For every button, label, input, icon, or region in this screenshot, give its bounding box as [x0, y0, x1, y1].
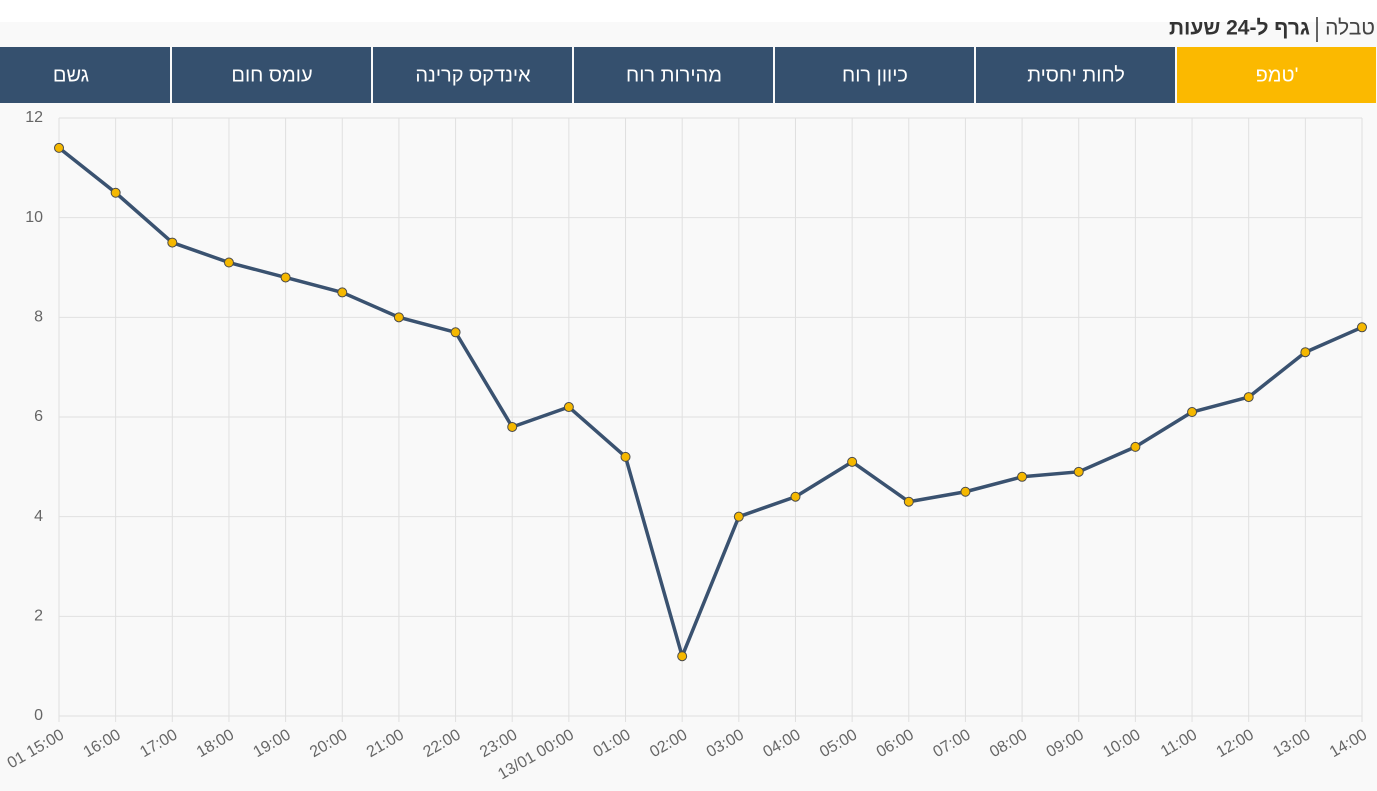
- x-tick-label: 21:00: [364, 726, 407, 761]
- data-point: [167, 237, 178, 248]
- x-tick-label: 22:00: [420, 726, 463, 761]
- data-point: [280, 272, 291, 283]
- tab-label[interactable]: מהירות רוח: [626, 64, 722, 86]
- tab[interactable]: [0, 47, 170, 103]
- x-tick-label: 01 15:00: [5, 726, 68, 772]
- data-point: [847, 456, 858, 467]
- data-point: [1130, 441, 1141, 452]
- data-point: [960, 486, 971, 497]
- data-point: [1357, 322, 1367, 333]
- x-tick-label: 14:00: [1327, 726, 1370, 761]
- tab[interactable]: [373, 47, 572, 103]
- data-point: [903, 496, 914, 507]
- data-point: [507, 421, 518, 432]
- table-link[interactable]: טבלה: [1325, 17, 1375, 40]
- tab-bar: טמפ' לחות יחסית כיוון רוח מהירות רוח אינדקס …: [0, 47, 1376, 103]
- tab[interactable]: [574, 47, 773, 103]
- x-tick-label: 10:00: [1100, 726, 1143, 761]
- x-tick-label: 17:00: [137, 726, 180, 761]
- x-tick-label: 02:00: [647, 726, 690, 761]
- x-tick-label: 11:00: [1158, 726, 1200, 760]
- data-point: [223, 257, 234, 268]
- x-tick-label: 01:00: [590, 726, 633, 761]
- top-strip: [0, 0, 1377, 22]
- x-tick-label: 09:00: [1044, 726, 1087, 761]
- data-point: [790, 491, 801, 502]
- data-point: [1017, 471, 1028, 482]
- y-tick-label: 2: [34, 608, 43, 625]
- y-tick-label: 0: [34, 707, 43, 724]
- data-point: [110, 187, 121, 198]
- tab[interactable]: [775, 47, 974, 103]
- tab-label[interactable]: גשם: [53, 64, 89, 86]
- y-tick-label: 4: [34, 508, 43, 525]
- tab-label[interactable]: עומס חום: [231, 64, 312, 86]
- x-tick-label: 08:00: [987, 726, 1030, 761]
- tab[interactable]: [172, 47, 371, 103]
- tab-label[interactable]: אינדקס קרינה: [415, 64, 531, 86]
- tab-label[interactable]: כיוון רוח: [842, 64, 908, 86]
- y-tick-label: 10: [25, 209, 43, 226]
- x-tick-label: 19:00: [251, 726, 294, 761]
- graph-link[interactable]: גרף ל-24 שעות: [1169, 17, 1310, 40]
- data-line: [57, 146, 1363, 658]
- data-point: [1300, 347, 1311, 358]
- x-tick-label: 07:00: [930, 726, 973, 761]
- x-tick-label: 18:00: [194, 726, 237, 761]
- data-point: [1243, 392, 1254, 403]
- data-point: [393, 312, 404, 323]
- y-tick-label: 6: [34, 408, 43, 425]
- tab[interactable]: [1177, 47, 1376, 103]
- x-tick-label: 05:00: [817, 726, 860, 761]
- x-tick-label: 12:00: [1214, 726, 1257, 761]
- chart: 0 2 4 6 8 10 12 01 15:00 16:00 17:00 18:00 19:00 20:…: [5, 109, 1371, 783]
- y-tick-label: 12: [25, 109, 43, 126]
- data-point: [337, 287, 348, 298]
- data-point: [677, 651, 688, 662]
- x-tick-label: 16:00: [81, 726, 124, 761]
- x-tick-label: 20:00: [307, 726, 350, 761]
- x-tick-label: 06:00: [874, 726, 917, 761]
- x-tick-label: 13:00: [1270, 726, 1313, 761]
- data-point: [1187, 407, 1198, 418]
- x-tick-label: 04:00: [760, 726, 803, 761]
- tab-label[interactable]: לחות יחסית: [1027, 64, 1125, 86]
- y-tick-label: 8: [34, 309, 43, 326]
- data-point: [1073, 466, 1084, 477]
- tab-label[interactable]: טמפ': [1256, 64, 1299, 86]
- x-tick-label: 03:00: [704, 726, 747, 761]
- data-point: [54, 142, 64, 153]
- data-point: [450, 327, 461, 338]
- data-point: [620, 451, 631, 462]
- x-tick-label: 23:00: [477, 726, 520, 761]
- tab[interactable]: [976, 47, 1175, 103]
- data-point: [563, 402, 574, 413]
- data-point: [733, 511, 744, 522]
